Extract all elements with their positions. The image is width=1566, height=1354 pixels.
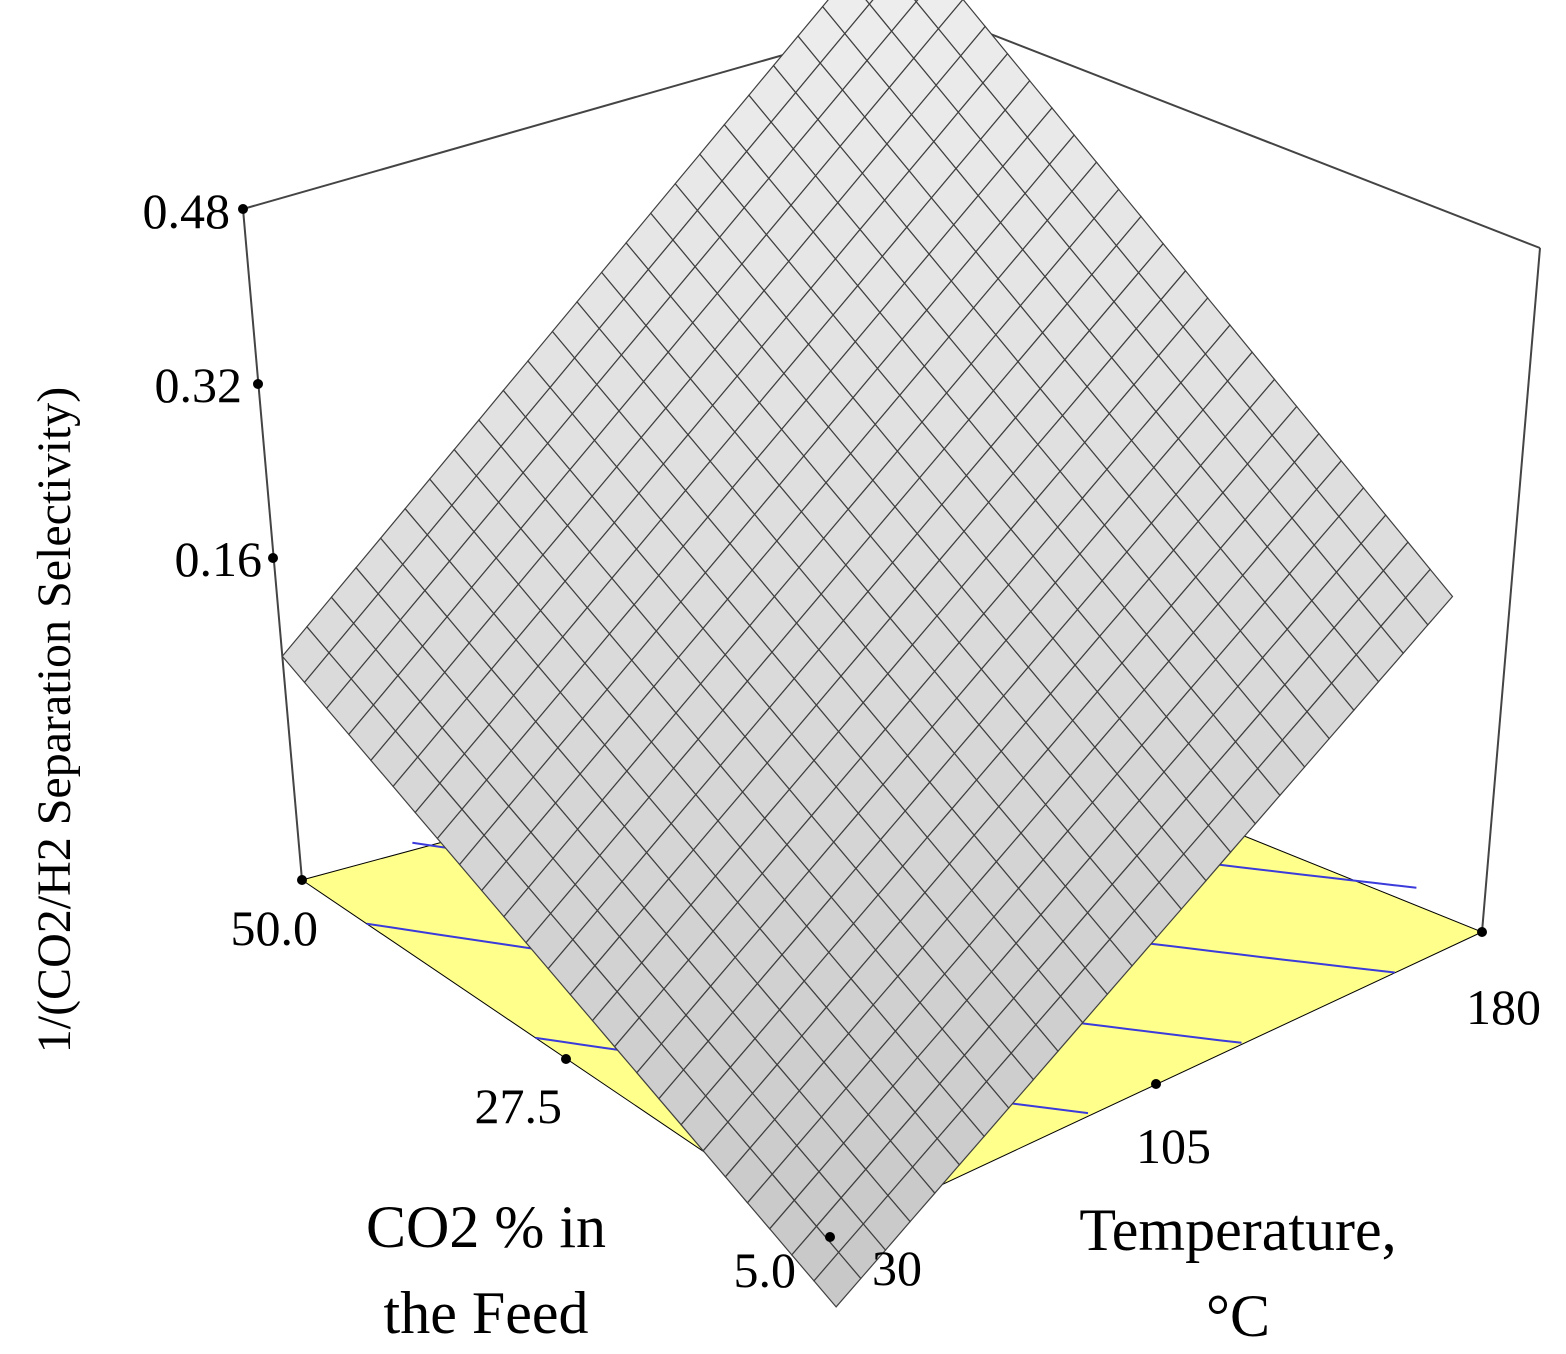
x-axis-title-line2: the Feed bbox=[384, 1280, 589, 1346]
x-tick-dot-5 bbox=[825, 1232, 835, 1242]
z-tick-016: 0.16 bbox=[175, 531, 263, 587]
y-tick-dot-105 bbox=[1151, 1079, 1161, 1089]
y-axis-title-line1: Temperature, bbox=[1079, 1197, 1396, 1263]
y-axis-title-line2: °C bbox=[1206, 1283, 1270, 1349]
x-tick-5: 5.0 bbox=[734, 1242, 797, 1298]
y-tick-105: 105 bbox=[1136, 1118, 1211, 1174]
z-tick-048: 0.48 bbox=[143, 183, 231, 239]
x-axis-title-line1: CO2 % in bbox=[366, 1194, 606, 1260]
surface-cell bbox=[813, 1251, 862, 1308]
frame-left-vertical bbox=[242, 208, 303, 881]
x-tick-27: 27.5 bbox=[475, 1078, 563, 1134]
y-tick-dot-180 bbox=[1477, 927, 1487, 937]
z-tick-dot-032 bbox=[253, 379, 263, 389]
surface-cell bbox=[865, 0, 874, 6]
x-tick-dot-50 bbox=[297, 875, 307, 885]
frame-top-right bbox=[933, 11, 1541, 249]
y-tick-30: 30 bbox=[872, 1240, 922, 1296]
x-tick-50: 50.0 bbox=[231, 900, 319, 956]
z-axis-title: 1/(CO2/H2 Separation Selectivity) bbox=[28, 387, 81, 1054]
z-tick-dot-048 bbox=[238, 204, 248, 214]
response-surface-mesh bbox=[281, 0, 1454, 1308]
x-tick-dot-27 bbox=[561, 1054, 571, 1064]
y-tick-180: 180 bbox=[1466, 979, 1541, 1035]
z-tick-032: 0.32 bbox=[155, 357, 243, 413]
tick-dots bbox=[238, 204, 1487, 1242]
z-tick-dot-016 bbox=[268, 553, 278, 563]
frame-right-vertical bbox=[1481, 247, 1541, 933]
